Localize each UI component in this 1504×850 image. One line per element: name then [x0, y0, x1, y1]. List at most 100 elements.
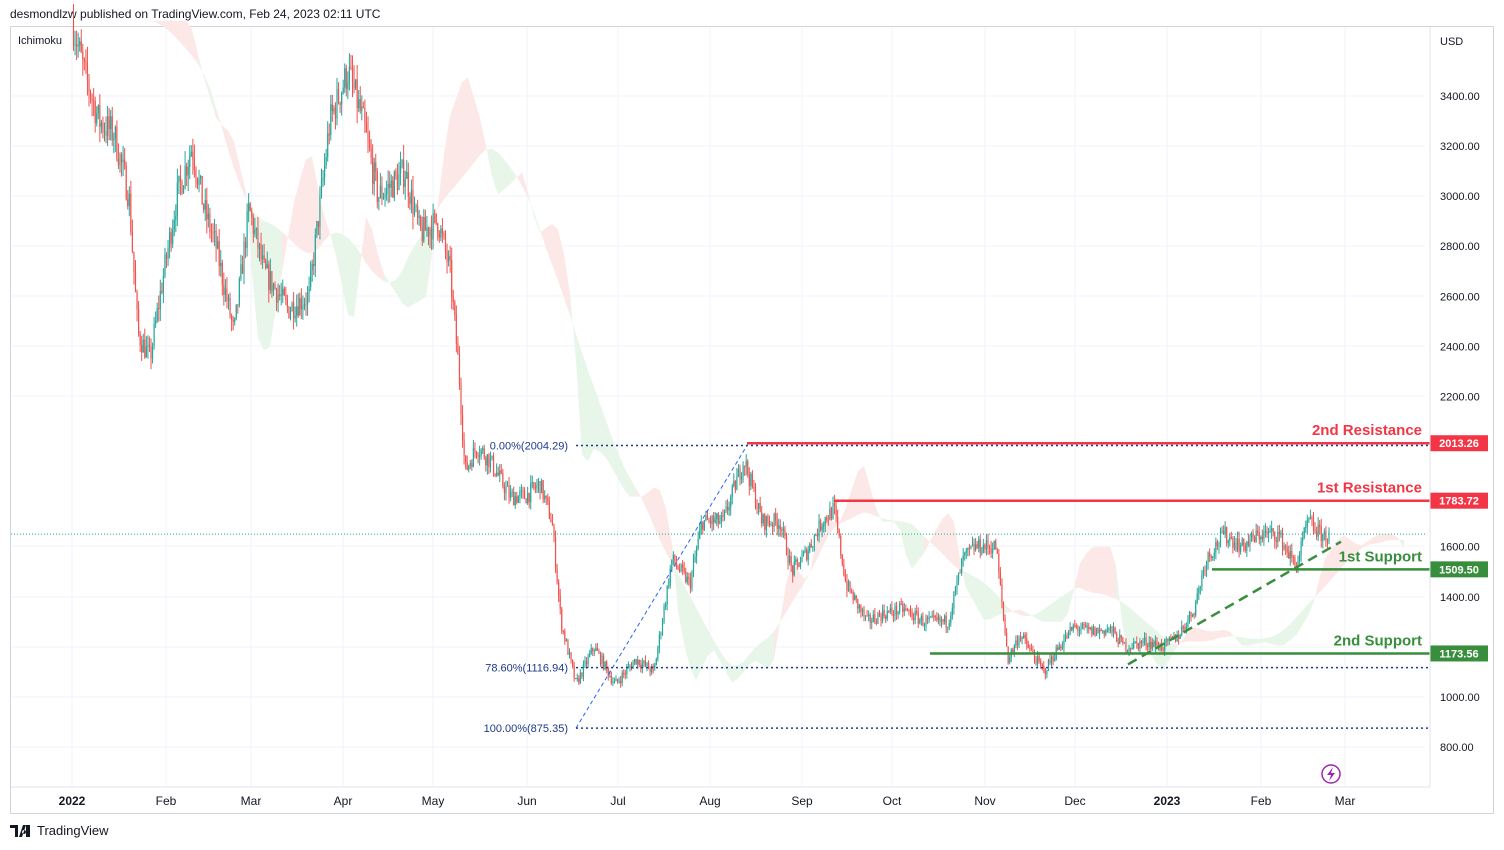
candle-body	[341, 92, 343, 105]
candle-body	[406, 172, 408, 179]
candle-body	[900, 603, 902, 605]
candle-body	[1302, 538, 1304, 542]
indicator-label[interactable]: Ichimoku	[18, 35, 63, 47]
candle-body	[1134, 641, 1136, 643]
candle-body	[1305, 527, 1307, 529]
candle-body	[142, 339, 144, 353]
candle-body	[212, 232, 214, 234]
price-tag-label: 1173.56	[1439, 648, 1478, 660]
candle-body	[457, 343, 459, 355]
candle-body	[141, 345, 143, 353]
ichimoku-cloud-segment	[228, 130, 234, 169]
support-trendline	[1127, 540, 1342, 666]
candle-body	[1109, 626, 1112, 628]
candle-body	[985, 540, 988, 550]
candle-body	[465, 455, 467, 463]
ichimoku-cloud-segment	[438, 154, 444, 209]
candle-body	[477, 454, 479, 457]
candle-body	[1238, 538, 1240, 552]
candle-body	[167, 247, 169, 259]
ichimoku-cloud-segment	[282, 231, 288, 273]
candle-body	[316, 221, 318, 235]
candle-body	[1123, 642, 1125, 644]
candle-body	[136, 292, 138, 310]
candle-body	[375, 162, 377, 172]
candle-body	[671, 559, 673, 569]
ichimoku-cloud-segment	[564, 254, 570, 316]
ichimoku-cloud-segment	[522, 172, 528, 198]
candle-body	[438, 233, 440, 238]
candle-body	[680, 564, 682, 571]
candle-body	[350, 66, 352, 69]
candle-body	[133, 251, 135, 273]
ichimoku-cloud-segment	[1194, 627, 1200, 642]
candle-body	[716, 513, 718, 520]
candle-body	[806, 549, 808, 560]
price-tag	[1430, 435, 1488, 452]
candle-body	[646, 663, 648, 666]
lightning-icon[interactable]	[1321, 764, 1341, 784]
drawings: 0.00%(2004.29) 78.60%(1116.94) 100.00%(875…	[11, 422, 1430, 735]
candle-body	[1133, 641, 1135, 649]
candle-body	[1210, 555, 1212, 559]
candle-body	[1137, 642, 1139, 649]
ichimoku-cloud-segment	[384, 274, 390, 284]
candle-body	[395, 171, 397, 176]
candle-body	[541, 480, 543, 494]
candle-body	[1112, 627, 1115, 633]
candle-body	[996, 549, 998, 554]
candle-body	[196, 178, 199, 185]
candle-body	[170, 232, 172, 244]
x-tick-label: Mar	[241, 794, 262, 808]
candle-body	[432, 213, 434, 240]
candle-body	[1074, 625, 1076, 627]
candle-body	[1044, 669, 1046, 675]
ichimoku-cloud-segment	[1338, 535, 1344, 572]
ichimoku-cloud-segment	[594, 387, 600, 452]
candle-body	[1260, 536, 1262, 540]
candle-body	[559, 595, 561, 609]
candle-body	[421, 228, 423, 242]
candle-body	[761, 512, 763, 524]
ichimoku-cloud-segment	[150, 20, 156, 23]
candle-body	[376, 171, 378, 202]
axes: 2013.26 1783.72 1509.50 1173.56 USD 3400.00 32…	[11, 27, 1488, 808]
candle-body	[748, 474, 750, 486]
ichimoku-cloud-segment	[840, 506, 846, 524]
ichimoku-cloud-segment	[1356, 543, 1362, 553]
ichimoku-cloud-segment	[828, 521, 834, 537]
ichimoku-cloud-segment	[156, 20, 162, 26]
candle-body	[1202, 569, 1205, 575]
candle-body	[1095, 628, 1098, 636]
candle-body	[148, 345, 151, 348]
candle-body	[758, 503, 760, 509]
candle-body	[226, 288, 228, 302]
ichimoku-cloud-segment	[1032, 612, 1038, 620]
ichimoku-cloud-segment	[1278, 629, 1284, 646]
candle-body	[1218, 545, 1220, 547]
candle-body	[125, 165, 127, 200]
candle-body	[379, 185, 381, 198]
ichimoku-cloud-segment	[624, 466, 630, 497]
candle-body	[182, 186, 185, 194]
candle-body	[1246, 541, 1248, 551]
candle-body	[711, 516, 713, 524]
ichimoku-cloud-segment	[1212, 630, 1218, 641]
ichimoku-cloud-segment	[1104, 546, 1110, 597]
candle-body	[665, 604, 667, 607]
candle-body	[1201, 574, 1203, 587]
candle-body	[147, 345, 149, 347]
candle-body	[389, 183, 391, 188]
candle-body	[782, 528, 784, 531]
candle-body	[1328, 532, 1330, 543]
candle-body	[345, 68, 347, 89]
candles	[72, 3, 1330, 688]
x-tick-label: Feb	[156, 794, 177, 808]
candle-body	[372, 157, 374, 185]
x-tick-label: Aug	[699, 794, 720, 808]
candle-body	[652, 666, 654, 668]
candle-body	[339, 102, 341, 105]
ichimoku-cloud-segment	[276, 226, 282, 309]
ichimoku-cloud-segment	[558, 229, 564, 298]
